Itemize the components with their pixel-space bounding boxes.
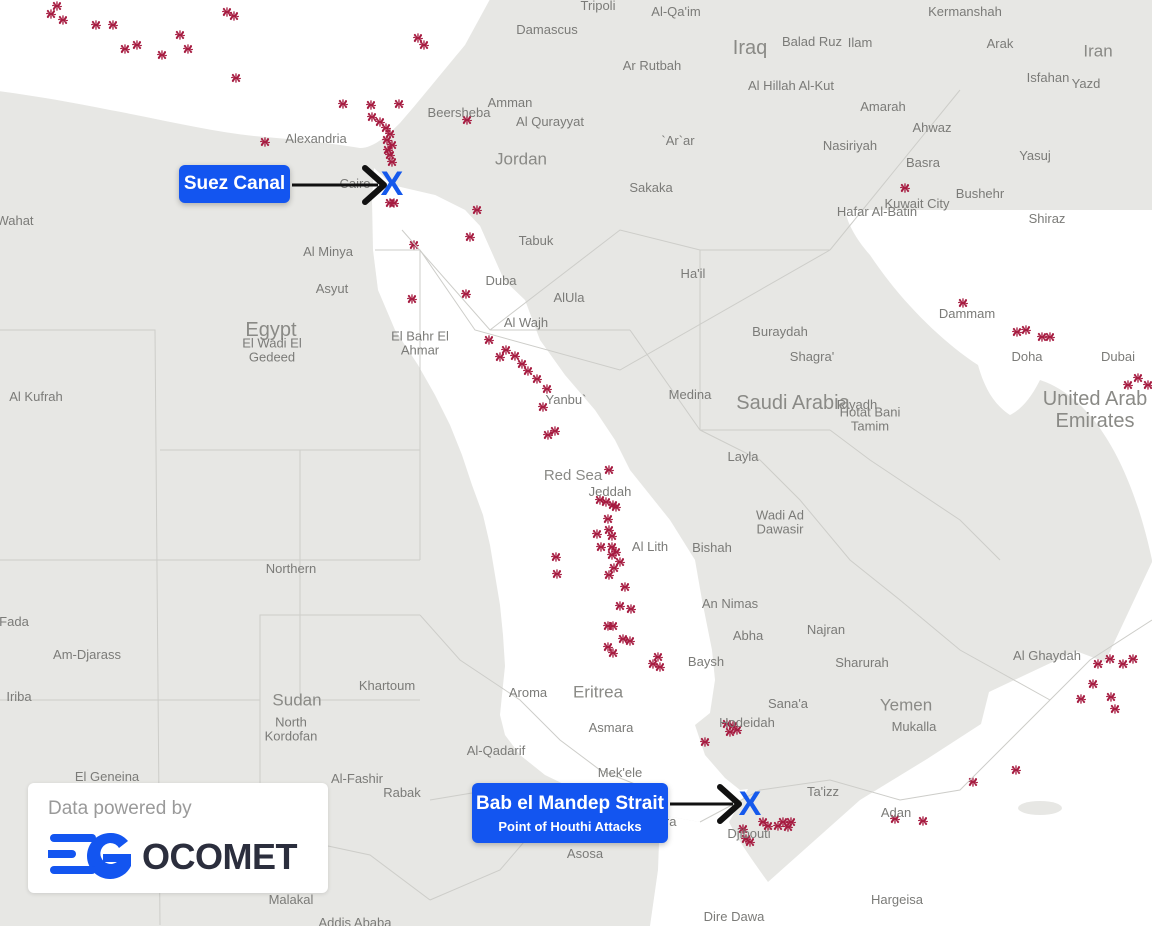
svg-text:OCOMET: OCOMET — [142, 836, 298, 877]
